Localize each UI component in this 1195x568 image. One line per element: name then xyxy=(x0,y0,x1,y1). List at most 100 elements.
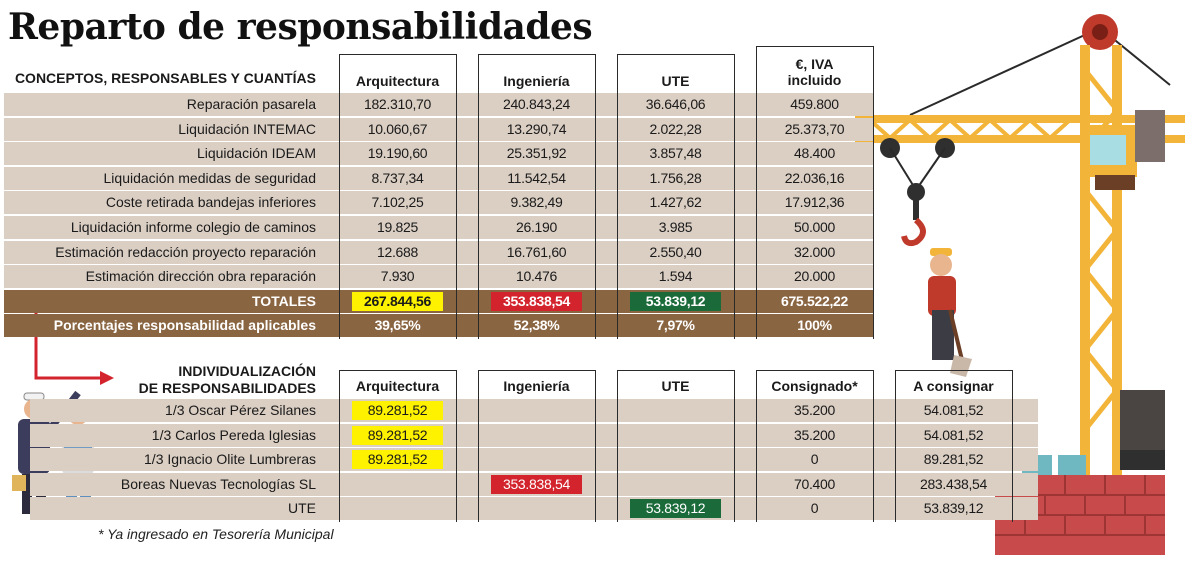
column-top-border xyxy=(478,54,595,55)
table-cell: 0 xyxy=(810,500,819,517)
row-label: Liquidación INTEMAC xyxy=(178,120,316,137)
table-cell: 3.985 xyxy=(658,219,693,235)
highlight-chip xyxy=(630,291,721,311)
totals-cell: 675.522,22 xyxy=(780,292,849,309)
table-cell: 22.036,16 xyxy=(784,169,845,186)
table2-col-consignado: Consignado* xyxy=(771,378,858,394)
highlight-chip xyxy=(352,401,443,420)
percentage-cell: 52,38% xyxy=(513,317,560,334)
column-border xyxy=(595,370,596,522)
table-cell: 8.737,34 xyxy=(371,169,424,186)
column-top-border xyxy=(756,46,873,47)
row-label: Liquidación medidas de seguridad xyxy=(103,169,316,186)
table-cell: 89.281,52 xyxy=(367,451,428,468)
column-border xyxy=(456,54,457,339)
table-row xyxy=(4,117,873,141)
footnote: * Ya ingresado en Tesorería Municipal xyxy=(98,526,334,542)
table-cell: 53.839,12 xyxy=(923,500,984,517)
row-label: Estimación dirección obra reparación xyxy=(85,268,316,285)
highlight-chip xyxy=(630,499,721,519)
table-cell: 11.542,54 xyxy=(507,169,566,186)
highlight-chip xyxy=(352,291,443,311)
table-cell: 0 xyxy=(810,451,819,468)
table-row xyxy=(4,265,873,289)
table-cell: 9.382,49 xyxy=(510,194,563,211)
table-row xyxy=(30,399,1038,423)
row-label: UTE xyxy=(288,500,316,517)
table-cell: 32.000 xyxy=(793,243,836,260)
table1-header-label: CONCEPTOS, RESPONSABLES Y CUANTÍAS xyxy=(14,70,316,86)
table-row xyxy=(30,448,1038,472)
table-cell: 240.843,24 xyxy=(502,96,571,112)
column-top-border xyxy=(617,370,734,371)
table-cell: 35.200 xyxy=(793,402,836,418)
page-title: Reparto de responsabilidades xyxy=(8,6,593,48)
table-cell: 10.476 xyxy=(515,268,558,285)
table1-col-total: €, IVA incluido xyxy=(787,56,842,88)
table-cell: 1.756,28 xyxy=(649,169,702,186)
table-cell: 7.930 xyxy=(380,268,415,285)
column-border xyxy=(478,370,479,522)
table-cell: 54.081,52 xyxy=(923,402,984,418)
table-cell: 26.190 xyxy=(515,219,558,235)
table-cell: 182.310,70 xyxy=(363,96,432,112)
column-border xyxy=(756,46,757,339)
table-row xyxy=(30,497,1038,521)
row-label: Reparación pasarela xyxy=(186,96,316,112)
table-row xyxy=(30,423,1038,447)
table-cell: 17.912,36 xyxy=(784,194,845,211)
row-label: Coste retirada bandejas inferiores xyxy=(105,194,316,211)
table-cell: 35.200 xyxy=(793,426,836,443)
table2-col-a-consignar: A consignar xyxy=(913,378,994,394)
table-cell: 50.000 xyxy=(793,219,836,235)
totals-cell: 267.844,56 xyxy=(363,292,432,309)
column-top-border xyxy=(339,370,456,371)
table-row xyxy=(4,240,873,264)
table-cell: 48.400 xyxy=(793,145,836,162)
table2-col-ute: UTE xyxy=(661,378,690,394)
highlight-chip xyxy=(491,474,582,494)
table2-header-label-line2: DE RESPONSABILIDADES xyxy=(138,380,316,396)
table-cell: 353.838,54 xyxy=(502,475,571,492)
column-border xyxy=(478,54,479,339)
row-label: 1/3 Ignacio Olite Lumbreras xyxy=(144,451,316,468)
row-label: Liquidación IDEAM xyxy=(196,145,316,162)
table-cell: 19.825 xyxy=(376,219,419,235)
totals-cell: 353.838,54 xyxy=(502,292,571,309)
table-row xyxy=(4,93,873,117)
column-border xyxy=(339,370,340,522)
column-border xyxy=(456,370,457,522)
percentage-cell: 7,97% xyxy=(656,317,695,334)
column-border xyxy=(873,46,874,339)
column-border xyxy=(873,370,874,522)
percentage-cell: 39,65% xyxy=(374,317,421,334)
table1-col-arquitectura: Arquitectura xyxy=(355,73,440,89)
column-top-border xyxy=(478,370,595,371)
table-cell: 12.688 xyxy=(376,243,419,260)
table-cell: 25.351,92 xyxy=(506,145,567,162)
column-border xyxy=(734,54,735,339)
table-cell: 20.000 xyxy=(793,268,836,285)
column-border xyxy=(756,370,757,522)
column-top-border xyxy=(895,370,1012,371)
table-cell: 89.281,52 xyxy=(367,426,428,443)
table-cell: 283.438,54 xyxy=(919,475,988,492)
table-cell: 13.290,74 xyxy=(506,120,567,137)
totals-cell: 53.839,12 xyxy=(645,292,706,309)
table-row xyxy=(4,166,873,190)
table2-col-arquitectura: Arquitectura xyxy=(355,378,440,394)
table-cell: 36.646,06 xyxy=(645,96,706,112)
table-cell: 70.400 xyxy=(793,475,836,492)
highlight-chip xyxy=(491,291,582,311)
row-label: 1/3 Carlos Pereda Iglesias xyxy=(151,426,316,443)
column-border xyxy=(339,54,340,339)
table1-col-ute: UTE xyxy=(661,73,690,89)
table-cell: 53.839,12 xyxy=(645,500,706,517)
table-row xyxy=(4,191,873,215)
column-border xyxy=(1012,370,1013,522)
table-cell: 459.800 xyxy=(790,96,839,112)
table-cell: 10.060,67 xyxy=(367,120,428,137)
table-cell: 25.373,70 xyxy=(784,120,845,137)
table-cell: 54.081,52 xyxy=(923,426,984,443)
table-cell: 7.102,25 xyxy=(371,194,424,211)
